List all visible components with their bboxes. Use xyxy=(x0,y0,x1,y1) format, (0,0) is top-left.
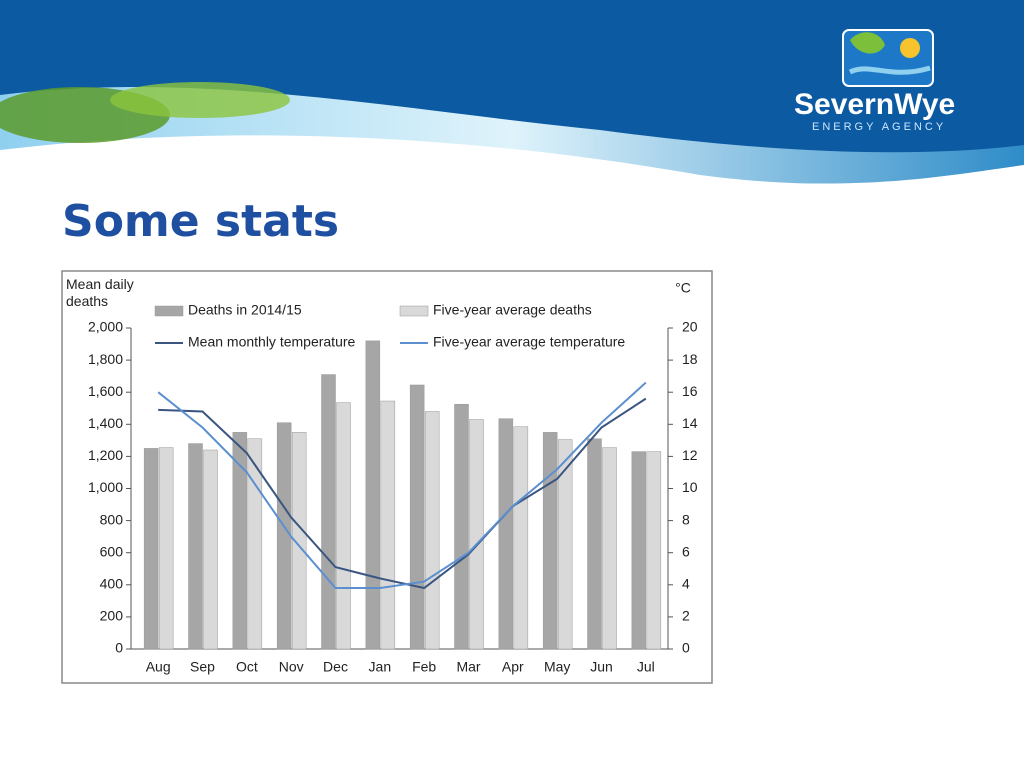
x-tick-label: May xyxy=(544,659,570,675)
legend-swatch xyxy=(399,305,429,317)
y2-tick-label: 12 xyxy=(682,447,698,463)
y-tick-label: 1,600 xyxy=(88,383,123,399)
x-tick-label: Feb xyxy=(412,659,436,675)
y2-tick-label: 4 xyxy=(682,576,690,592)
y-tick-label: 2,000 xyxy=(88,319,123,335)
bar xyxy=(291,432,307,650)
bar xyxy=(646,451,662,650)
y2-tick-label: 14 xyxy=(682,415,698,431)
y2-tick-label: 8 xyxy=(682,511,690,527)
bar xyxy=(602,447,617,650)
bar xyxy=(513,426,529,650)
legend-label: Mean monthly temperature xyxy=(188,334,356,350)
bar xyxy=(498,418,514,650)
bar xyxy=(365,340,381,650)
y-tick-label: 400 xyxy=(100,576,124,592)
slide-title: Some stats xyxy=(62,196,340,247)
line-series xyxy=(157,381,647,590)
bar xyxy=(143,448,159,650)
x-tick-label: Mar xyxy=(456,659,480,675)
x-tick-label: Jul xyxy=(637,659,655,675)
line-series xyxy=(158,397,647,590)
x-tick-label: Sep xyxy=(190,659,215,675)
y2-tick-label: 6 xyxy=(682,543,690,559)
bar xyxy=(188,443,203,650)
y-tick-label: 1,000 xyxy=(88,479,123,495)
legend-label: Five-year average temperature xyxy=(433,334,625,350)
x-tick-label: Jan xyxy=(369,659,392,675)
bar xyxy=(247,438,263,650)
x-tick-label: Jun xyxy=(590,659,613,675)
y-tick-label: 0 xyxy=(115,640,123,656)
y-tick-label: 600 xyxy=(100,543,124,559)
x-tick-label: Apr xyxy=(502,659,524,675)
bar xyxy=(336,402,351,650)
bar xyxy=(158,447,174,650)
legend-label: Deaths in 2014/15 xyxy=(188,302,302,318)
x-tick-label: Dec xyxy=(323,659,348,675)
bar xyxy=(454,403,469,650)
header-banner xyxy=(0,0,1024,200)
y-tick-label: 200 xyxy=(100,608,124,624)
bar xyxy=(542,432,558,650)
y-tick-label: 800 xyxy=(100,511,124,527)
bar xyxy=(276,422,292,650)
y-tick-label: 1,400 xyxy=(88,415,123,431)
y-axis-title: Mean daily deaths xyxy=(66,276,134,309)
x-tick-label: Nov xyxy=(279,659,304,675)
y2-tick-label: 2 xyxy=(682,608,690,624)
y-tick-label: 1,200 xyxy=(88,447,123,463)
y2-tick-label: 10 xyxy=(682,479,698,495)
bar xyxy=(557,439,573,650)
logo-tagline: ENERGY AGENCY xyxy=(812,121,947,133)
bar xyxy=(232,432,248,650)
y-tick-label: 1,800 xyxy=(88,351,123,367)
y2-tick-label: 0 xyxy=(682,640,690,656)
y2-tick-label: 20 xyxy=(682,319,698,335)
bar xyxy=(469,419,484,650)
bar xyxy=(409,384,425,650)
y2-axis-title: °C xyxy=(675,280,691,296)
bar xyxy=(587,438,602,650)
y2-tick-label: 18 xyxy=(682,351,698,367)
bar xyxy=(631,451,647,650)
x-tick-label: Aug xyxy=(146,659,171,675)
logo-name: SevernWye xyxy=(794,88,956,121)
bar xyxy=(424,411,440,650)
legend-swatch xyxy=(154,305,184,317)
x-tick-label: Oct xyxy=(236,659,258,675)
legend-label: Five-year average deaths xyxy=(433,302,592,318)
bar xyxy=(380,400,396,650)
bar xyxy=(321,374,336,650)
y2-tick-label: 16 xyxy=(682,383,698,399)
bar xyxy=(203,449,218,650)
